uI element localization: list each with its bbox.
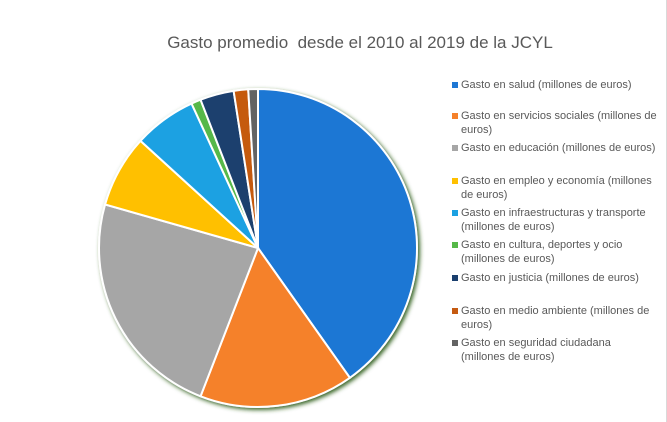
legend-item: Gasto en medio ambiente (millones de eur… [452,304,657,332]
chart-title: Gasto promedio desde el 2010 al 2019 de … [167,33,553,52]
legend-item: Gasto en justicia (millones de euros) [452,271,657,285]
legend-swatch [452,210,458,216]
pie-slice-9 [247,87,259,249]
pie-slice-2 [199,245,352,408]
legend-item: Gasto en cultura, deportes y ocio (millo… [452,238,657,266]
legend-swatch [452,145,458,151]
pie-slice-1 [257,87,418,380]
legend-label: Gasto en justicia (millones de euros) [461,272,639,284]
legend-swatch [452,308,458,314]
legend-item: Gasto en salud (millones de euros) [452,78,657,92]
legend-swatch [452,242,458,248]
legend-label: Gasto en seguridad ciudadana (millones d… [461,337,611,363]
legend-label: Gasto en empleo y economía (millones de … [461,175,652,201]
legend-label: Gasto en servicios sociales (millones de… [461,110,657,136]
legend-item: Gasto en infraestructuras y transporte (… [452,206,657,234]
legend-item: Gasto en empleo y economía (millones de … [452,174,657,202]
legend-item: Gasto en educación (millones de euros) [452,141,657,155]
legend-label: Gasto en infraestructuras y transporte (… [461,207,646,233]
legend-swatch [452,82,458,88]
legend-item: Gasto en servicios sociales (millones de… [452,109,657,137]
legend-swatch [452,275,458,281]
pie-slice-3 [98,203,260,398]
legend-item: Gasto en seguridad ciudadana (millones d… [452,336,657,364]
legend-swatch [452,340,458,346]
legend-label: Gasto en educación (millones de euros) [461,142,656,154]
legend-swatch [452,113,458,119]
legend-label: Gasto en cultura, deportes y ocio (millo… [461,239,623,265]
legend-label: Gasto en salud (millones de euros) [461,79,632,91]
legend-label: Gasto en medio ambiente (millones de eur… [461,305,650,331]
legend-swatch [452,178,458,184]
